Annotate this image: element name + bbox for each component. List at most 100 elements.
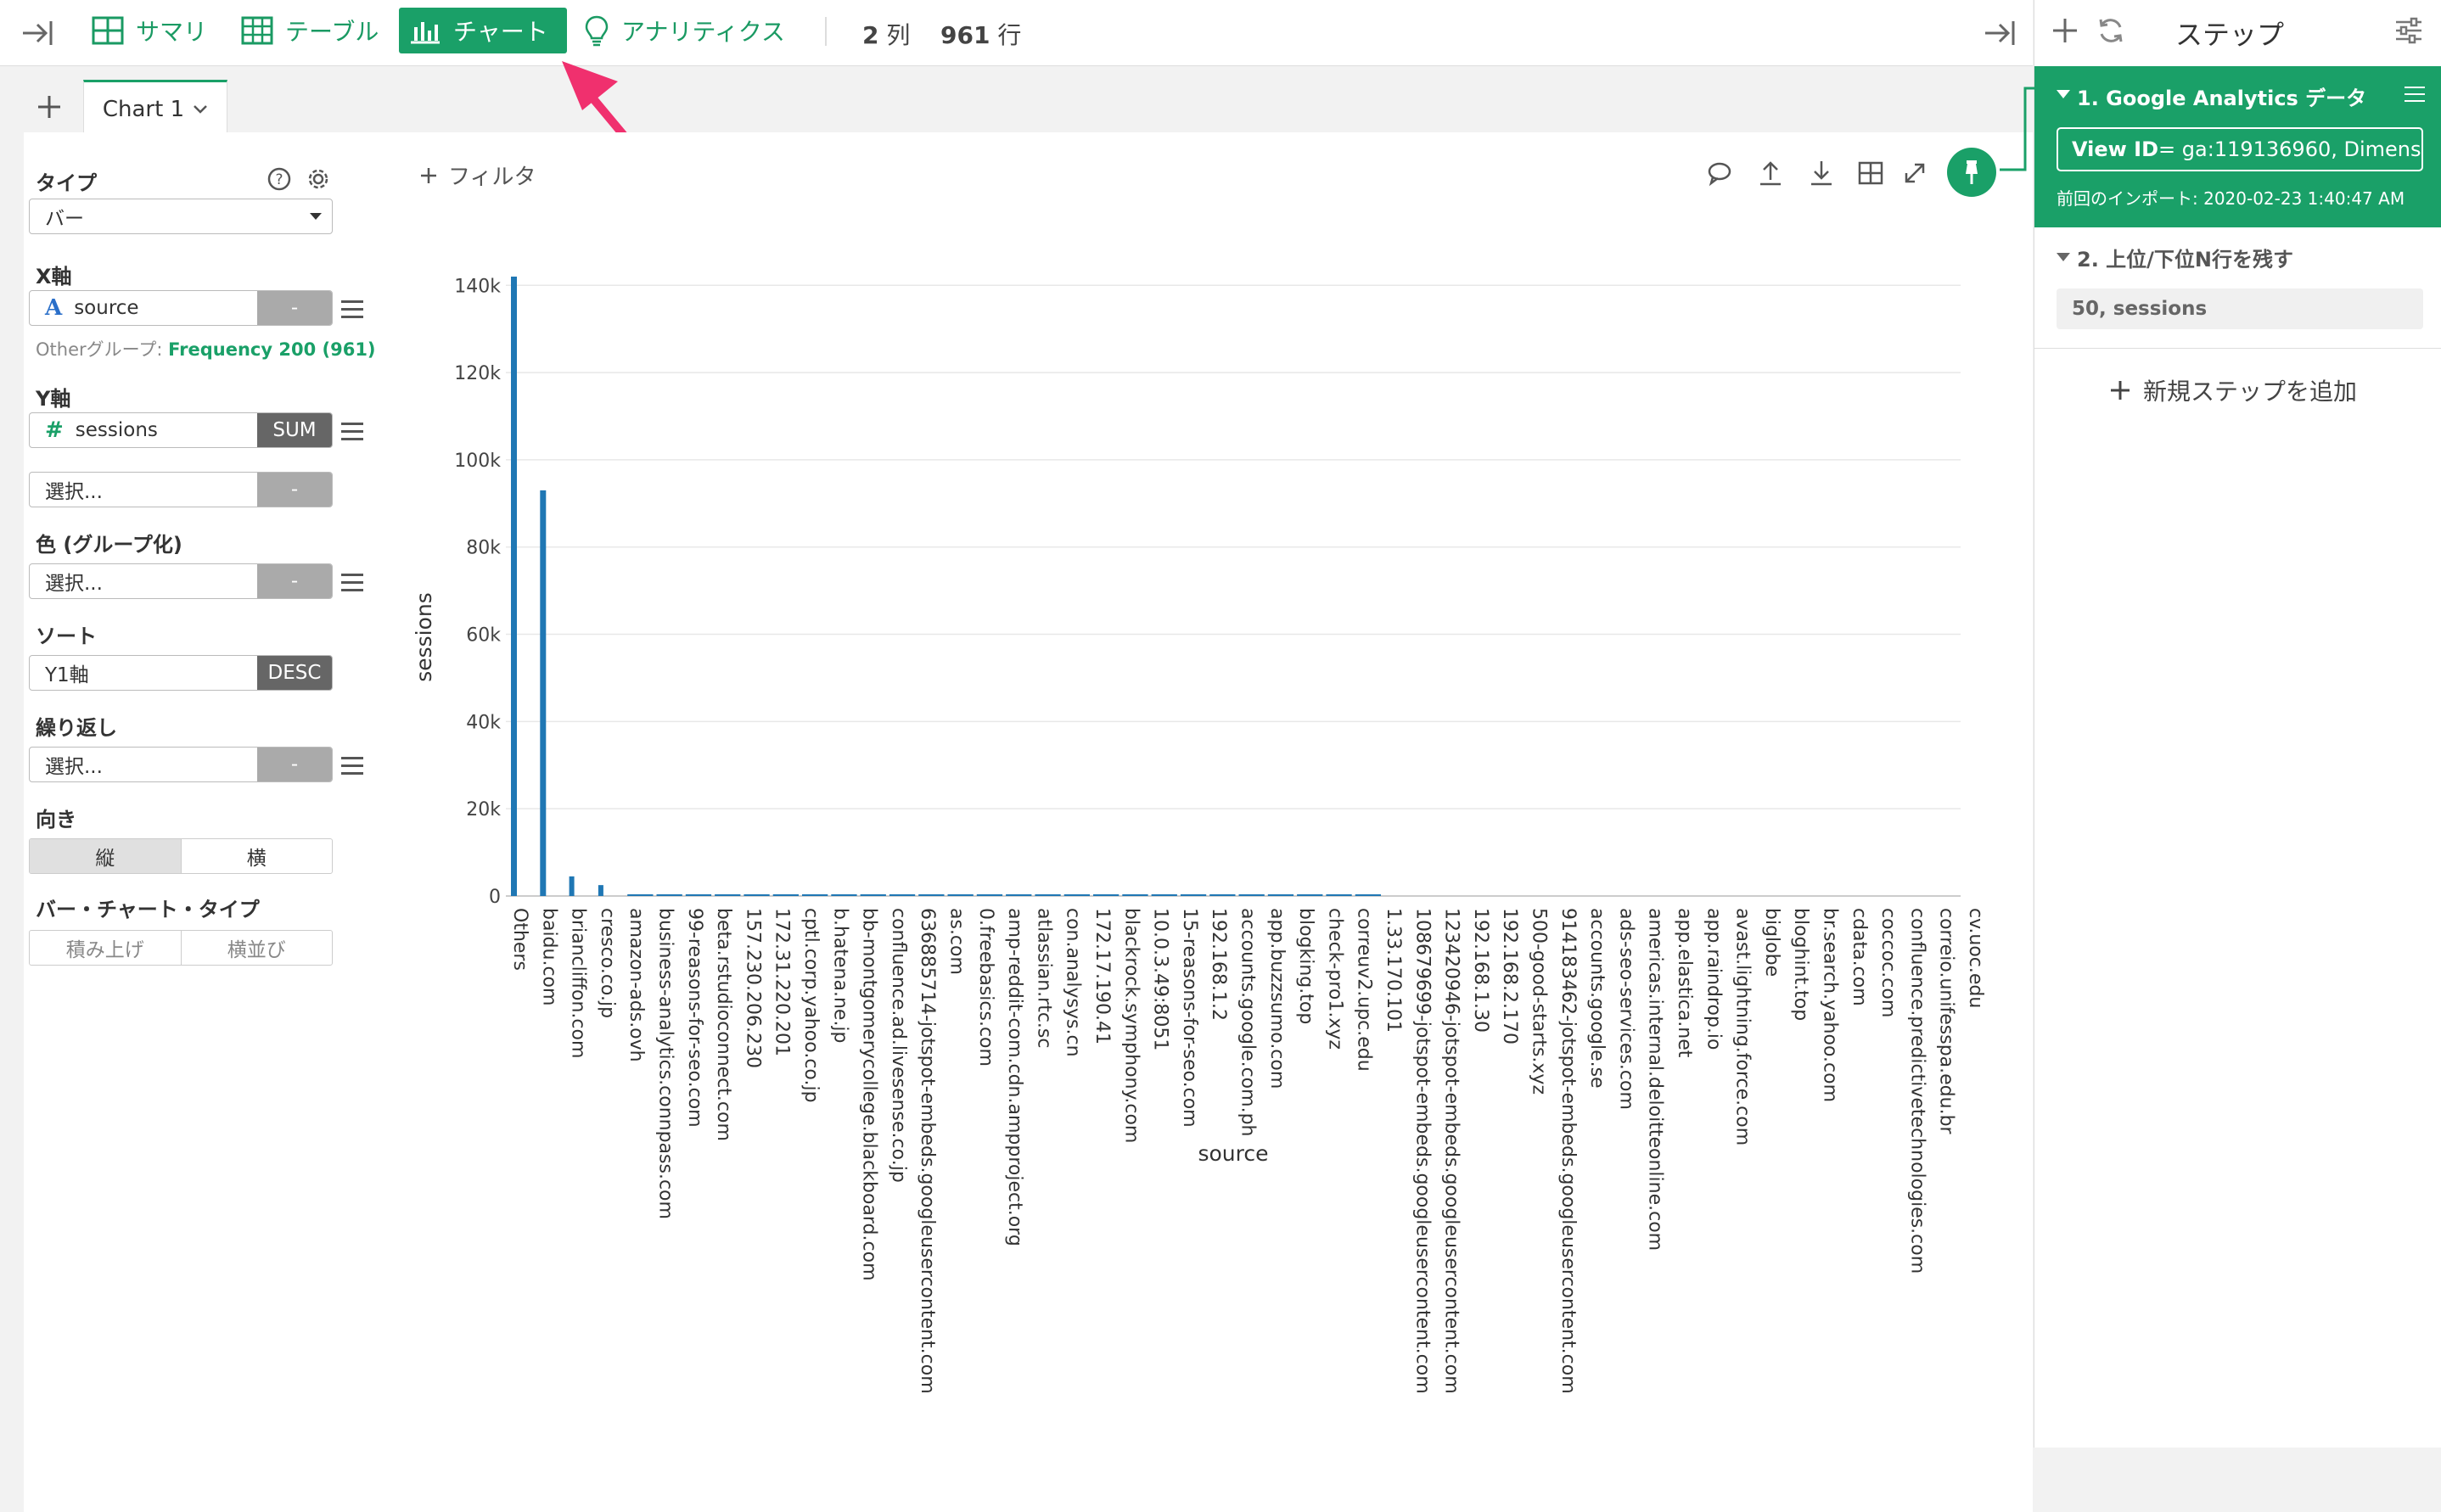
color-group-field[interactable]: 選択... -	[29, 563, 333, 599]
bar[interactable]	[1180, 894, 1207, 896]
bar[interactable]	[1093, 894, 1119, 896]
download-icon[interactable]	[1806, 158, 1837, 188]
collapse-right-icon[interactable]	[1983, 19, 2017, 51]
color-group-label: 色 (グループ化)	[36, 533, 182, 557]
bar-type-toggle[interactable]: 積み上げ 横並び	[29, 930, 333, 966]
bar[interactable]	[1209, 894, 1236, 896]
x-tick-label: br.search.yahoo.com	[1820, 908, 1841, 1102]
x-axis-aggregation[interactable]: -	[257, 291, 332, 325]
step-menu-icon[interactable]	[2405, 87, 2425, 102]
bar[interactable]	[744, 894, 770, 896]
bar[interactable]	[1297, 894, 1323, 896]
comment-icon[interactable]	[1704, 158, 1735, 188]
add-chart-tab-icon[interactable]	[36, 93, 63, 124]
bar[interactable]	[1006, 894, 1032, 896]
tab-analytics[interactable]: アナリティクス	[574, 8, 795, 53]
x-axis-menu-icon[interactable]	[341, 300, 363, 319]
bar[interactable]	[1267, 894, 1294, 896]
x-tick-label: check-pro1.xyz	[1324, 908, 1345, 1050]
x-tick-label: 500-good-starts.xyz	[1529, 908, 1550, 1095]
chart-type-select[interactable]: バー	[29, 199, 333, 234]
repeat-field[interactable]: 選択... -	[29, 747, 333, 782]
y-axis-2-field[interactable]: 選択... -	[29, 472, 333, 507]
y-tick-label: 140k	[454, 276, 501, 297]
tab-chart[interactable]: チャート	[399, 8, 567, 53]
y-axis-2-aggregation[interactable]: -	[257, 473, 332, 507]
bar[interactable]	[685, 894, 712, 896]
orientation-toggle[interactable]: 縦 横	[29, 838, 333, 874]
sort-field[interactable]: Y1軸 DESC	[29, 655, 333, 691]
add-new-step-button[interactable]: 新規ステップを追加	[2109, 373, 2357, 407]
caret-down-icon[interactable]	[2057, 253, 2070, 261]
gear-icon[interactable]	[306, 166, 331, 195]
bar[interactable]	[889, 894, 916, 896]
repeat-menu-icon[interactable]	[341, 757, 363, 776]
tab-summary[interactable]: サマリ	[81, 8, 217, 53]
x-tick-label: bloghint.top	[1790, 908, 1811, 1021]
bar[interactable]	[715, 894, 741, 896]
bar[interactable]	[511, 277, 517, 896]
table-view-icon[interactable]	[1855, 158, 1886, 188]
tab-summary-label: サマリ	[136, 18, 208, 46]
bar[interactable]	[1355, 894, 1381, 896]
y-tick-label: 20k	[466, 799, 501, 820]
x-tick-label: cptl.corp.yahoo.co.jp	[800, 908, 822, 1103]
pin-icon[interactable]	[1947, 148, 1996, 197]
collapse-left-icon[interactable]	[20, 19, 54, 51]
y-axis-aggregation[interactable]: SUM	[257, 413, 332, 447]
step-2-param[interactable]: 50, sessions	[2057, 288, 2423, 329]
bar[interactable]	[627, 894, 654, 896]
add-filter-button[interactable]: フィルタ	[419, 160, 536, 191]
bar[interactable]	[976, 894, 1003, 896]
bar[interactable]	[918, 894, 945, 896]
bar[interactable]	[802, 894, 828, 896]
bar[interactable]	[656, 894, 682, 896]
bar[interactable]	[1063, 894, 1090, 896]
color-group-aggregation[interactable]: -	[257, 564, 332, 598]
repeat-aggregation[interactable]: -	[257, 748, 332, 781]
x-tick-label: confluence.ad.livesense.co.jp	[888, 908, 909, 1183]
x-tick-label: biglobe	[1761, 908, 1782, 977]
bar[interactable]	[860, 894, 886, 896]
bar[interactable]	[772, 894, 799, 896]
expand-icon[interactable]	[1899, 158, 1930, 188]
divider	[2034, 348, 2441, 349]
bar[interactable]	[1122, 894, 1148, 896]
help-icon[interactable]: ?	[267, 166, 292, 195]
bar[interactable]	[569, 876, 575, 896]
bar[interactable]	[1238, 894, 1265, 896]
orientation-label: 向き	[36, 808, 76, 832]
bar[interactable]	[947, 894, 974, 896]
bar[interactable]	[540, 490, 547, 896]
sort-direction[interactable]: DESC	[257, 656, 332, 690]
bar[interactable]	[1151, 894, 1177, 896]
y-axis-menu-icon[interactable]	[341, 423, 363, 441]
step-1[interactable]: 1. Google Analytics データ View ID = ga:119…	[2034, 66, 2441, 227]
tab-table[interactable]: テーブル	[231, 8, 389, 53]
bar-type-stacked[interactable]: 積み上げ	[30, 931, 182, 965]
x-tick-label: app.elastica.net	[1674, 908, 1695, 1058]
y-axis-field[interactable]: # sessions SUM	[29, 412, 333, 448]
x-axis-field[interactable]: A source -	[29, 290, 333, 326]
caret-down-icon[interactable]	[2057, 90, 2070, 98]
bar[interactable]	[1326, 894, 1352, 896]
x-tick-label: as.com	[946, 908, 968, 975]
chevron-down-icon	[194, 104, 208, 114]
tab-chart-1[interactable]: Chart 1	[83, 80, 227, 136]
x-tick-label: 636885714-jotspot-embeds.googleuserconte…	[917, 908, 938, 1394]
bar[interactable]	[1035, 894, 1061, 896]
refresh-icon[interactable]	[2096, 15, 2126, 49]
add-step-icon[interactable]	[2050, 15, 2080, 49]
x-tick-label: Others	[509, 908, 530, 971]
bar[interactable]	[598, 885, 603, 896]
color-group-menu-icon[interactable]	[341, 574, 363, 592]
bar-type-side-by-side[interactable]: 横並び	[227, 939, 286, 961]
bar[interactable]	[831, 894, 857, 896]
orientation-horizontal[interactable]: 横	[246, 848, 267, 870]
step-2[interactable]: 2. 上位/下位N行を残す 50, sessions	[2034, 227, 2441, 346]
orientation-vertical[interactable]: 縦	[30, 839, 182, 873]
step-1-param[interactable]: View ID = ga:119136960, Dimensio...	[2057, 127, 2423, 171]
tab-analytics-label: アナリティクス	[621, 18, 785, 46]
upload-icon[interactable]	[1755, 158, 1786, 188]
settings-sliders-icon[interactable]	[2394, 17, 2423, 48]
